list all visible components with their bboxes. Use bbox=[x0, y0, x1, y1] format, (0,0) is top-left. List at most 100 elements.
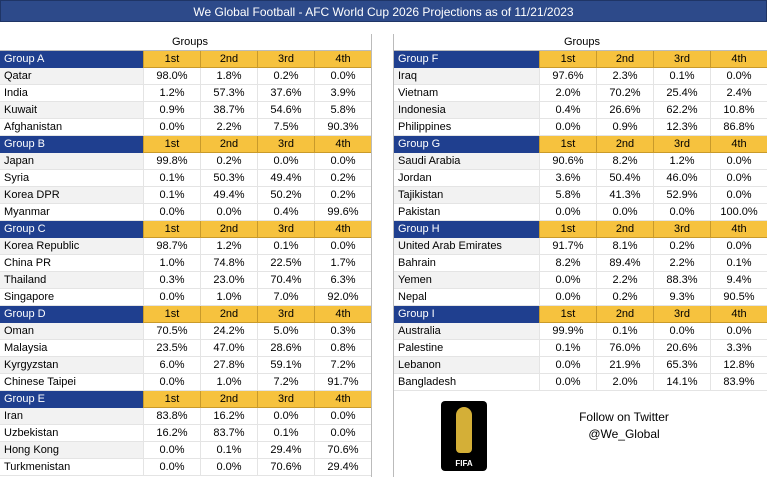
probability-cell: 46.0% bbox=[653, 170, 710, 186]
probability-cell: 97.6% bbox=[539, 68, 596, 84]
probability-cell: 12.8% bbox=[710, 357, 767, 373]
probability-cell: 3.3% bbox=[710, 340, 767, 356]
probability-cell: 38.7% bbox=[200, 102, 257, 118]
probability-cell: 91.7% bbox=[539, 238, 596, 254]
column-header: 3rd bbox=[257, 136, 314, 153]
team-name: Qatar bbox=[0, 68, 143, 84]
probability-cell: 7.2% bbox=[257, 374, 314, 390]
probability-cell: 16.2% bbox=[200, 408, 257, 424]
probability-cell: 1.2% bbox=[653, 153, 710, 169]
probability-cell: 65.3% bbox=[653, 357, 710, 373]
team-row: Indonesia 0.4% 26.6% 62.2% 10.8% bbox=[394, 102, 767, 119]
probability-cell: 100.0% bbox=[710, 204, 767, 220]
probability-cell: 41.3% bbox=[596, 187, 653, 203]
probability-cell: 70.4% bbox=[257, 272, 314, 288]
team-name: Kuwait bbox=[0, 102, 143, 118]
groups-header-left: Groups bbox=[0, 34, 371, 51]
column-header: 4th bbox=[314, 221, 371, 238]
group-header-row: Group A 1st 2nd 3rd 4th bbox=[0, 51, 371, 68]
team-name: China PR bbox=[0, 255, 143, 271]
groups-header-right: Groups bbox=[394, 34, 767, 51]
probability-cell: 0.0% bbox=[143, 119, 200, 135]
probability-cell: 0.0% bbox=[257, 153, 314, 169]
probability-cell: 1.8% bbox=[200, 68, 257, 84]
footer: FIFA Follow on Twitter @We_Global bbox=[394, 393, 767, 477]
team-name: Thailand bbox=[0, 272, 143, 288]
probability-cell: 0.2% bbox=[596, 289, 653, 305]
probability-cell: 2.0% bbox=[539, 85, 596, 101]
probability-cell: 10.8% bbox=[710, 102, 767, 118]
probability-cell: 14.1% bbox=[653, 374, 710, 390]
column-header: 4th bbox=[710, 136, 767, 153]
team-name: Iraq bbox=[394, 68, 539, 84]
team-name: Palestine bbox=[394, 340, 539, 356]
team-name: Bahrain bbox=[394, 255, 539, 271]
team-name: Chinese Taipei bbox=[0, 374, 143, 390]
probability-cell: 0.0% bbox=[710, 170, 767, 186]
team-name: Korea DPR bbox=[0, 187, 143, 203]
team-name: Philippines bbox=[394, 119, 539, 135]
probability-cell: 23.5% bbox=[143, 340, 200, 356]
column-header: 2nd bbox=[200, 136, 257, 153]
probability-cell: 99.8% bbox=[143, 153, 200, 169]
group-header-row: Group C 1st 2nd 3rd 4th bbox=[0, 221, 371, 238]
column-header: 2nd bbox=[200, 51, 257, 68]
column-header: 3rd bbox=[653, 136, 710, 153]
probability-cell: 50.3% bbox=[200, 170, 257, 186]
team-name: Syria bbox=[0, 170, 143, 186]
probability-cell: 50.4% bbox=[596, 170, 653, 186]
probability-cell: 5.8% bbox=[314, 102, 371, 118]
team-name: India bbox=[0, 85, 143, 101]
probability-cell: 29.4% bbox=[314, 459, 371, 475]
team-name: Bangladesh bbox=[394, 374, 539, 390]
probability-cell: 0.0% bbox=[710, 68, 767, 84]
group-header-row: Group B 1st 2nd 3rd 4th bbox=[0, 136, 371, 153]
column-header: 2nd bbox=[200, 391, 257, 408]
probability-cell: 0.1% bbox=[539, 340, 596, 356]
probability-cell: 8.2% bbox=[539, 255, 596, 271]
probability-cell: 0.0% bbox=[314, 425, 371, 441]
column-header: 4th bbox=[710, 221, 767, 238]
probability-cell: 37.6% bbox=[257, 85, 314, 101]
probability-cell: 76.0% bbox=[596, 340, 653, 356]
probability-cell: 2.2% bbox=[596, 272, 653, 288]
team-name: Oman bbox=[0, 323, 143, 339]
team-row: Qatar 98.0% 1.8% 0.2% 0.0% bbox=[0, 68, 371, 85]
probability-cell: 5.0% bbox=[257, 323, 314, 339]
left-groups-table: Groups Group A 1st 2nd 3rd 4th Qatar 98.0% 1.8%… bbox=[0, 34, 371, 476]
probability-cell: 1.0% bbox=[200, 289, 257, 305]
team-name: Hong Kong bbox=[0, 442, 143, 458]
probability-cell: 22.5% bbox=[257, 255, 314, 271]
left-table-body: Group A 1st 2nd 3rd 4th Qatar 98.0% 1.8% 0.2% 0.0… bbox=[0, 51, 371, 476]
team-row: Pakistan 0.0% 0.0% 0.0% 100.0% bbox=[394, 204, 767, 221]
probability-cell: 0.2% bbox=[257, 68, 314, 84]
team-name: Tajikistan bbox=[394, 187, 539, 203]
column-header: 1st bbox=[143, 51, 200, 68]
group-name: Group D bbox=[0, 306, 143, 323]
probability-cell: 59.1% bbox=[257, 357, 314, 373]
team-row: Vietnam 2.0% 70.2% 25.4% 2.4% bbox=[394, 85, 767, 102]
probability-cell: 0.8% bbox=[314, 340, 371, 356]
team-row: Palestine 0.1% 76.0% 20.6% 3.3% bbox=[394, 340, 767, 357]
probability-cell: 0.3% bbox=[143, 272, 200, 288]
probability-cell: 0.0% bbox=[314, 153, 371, 169]
group-header-row: Group D 1st 2nd 3rd 4th bbox=[0, 306, 371, 323]
column-header: 3rd bbox=[257, 221, 314, 238]
probability-cell: 0.0% bbox=[200, 459, 257, 475]
probability-cell: 0.3% bbox=[314, 323, 371, 339]
probability-cell: 12.3% bbox=[653, 119, 710, 135]
probability-cell: 0.2% bbox=[200, 153, 257, 169]
probability-cell: 1.0% bbox=[143, 255, 200, 271]
group-name: Group G bbox=[394, 136, 539, 153]
group-name: Group A bbox=[0, 51, 143, 68]
probability-cell: 21.9% bbox=[596, 357, 653, 373]
probability-cell: 0.1% bbox=[653, 68, 710, 84]
probability-cell: 0.1% bbox=[143, 187, 200, 203]
team-name: Pakistan bbox=[394, 204, 539, 220]
probability-cell: 98.7% bbox=[143, 238, 200, 254]
team-row: Turkmenistan 0.0% 0.0% 70.6% 29.4% bbox=[0, 459, 371, 476]
group-name: Group C bbox=[0, 221, 143, 238]
probability-cell: 0.0% bbox=[314, 238, 371, 254]
column-header: 2nd bbox=[200, 221, 257, 238]
team-name: Jordan bbox=[394, 170, 539, 186]
